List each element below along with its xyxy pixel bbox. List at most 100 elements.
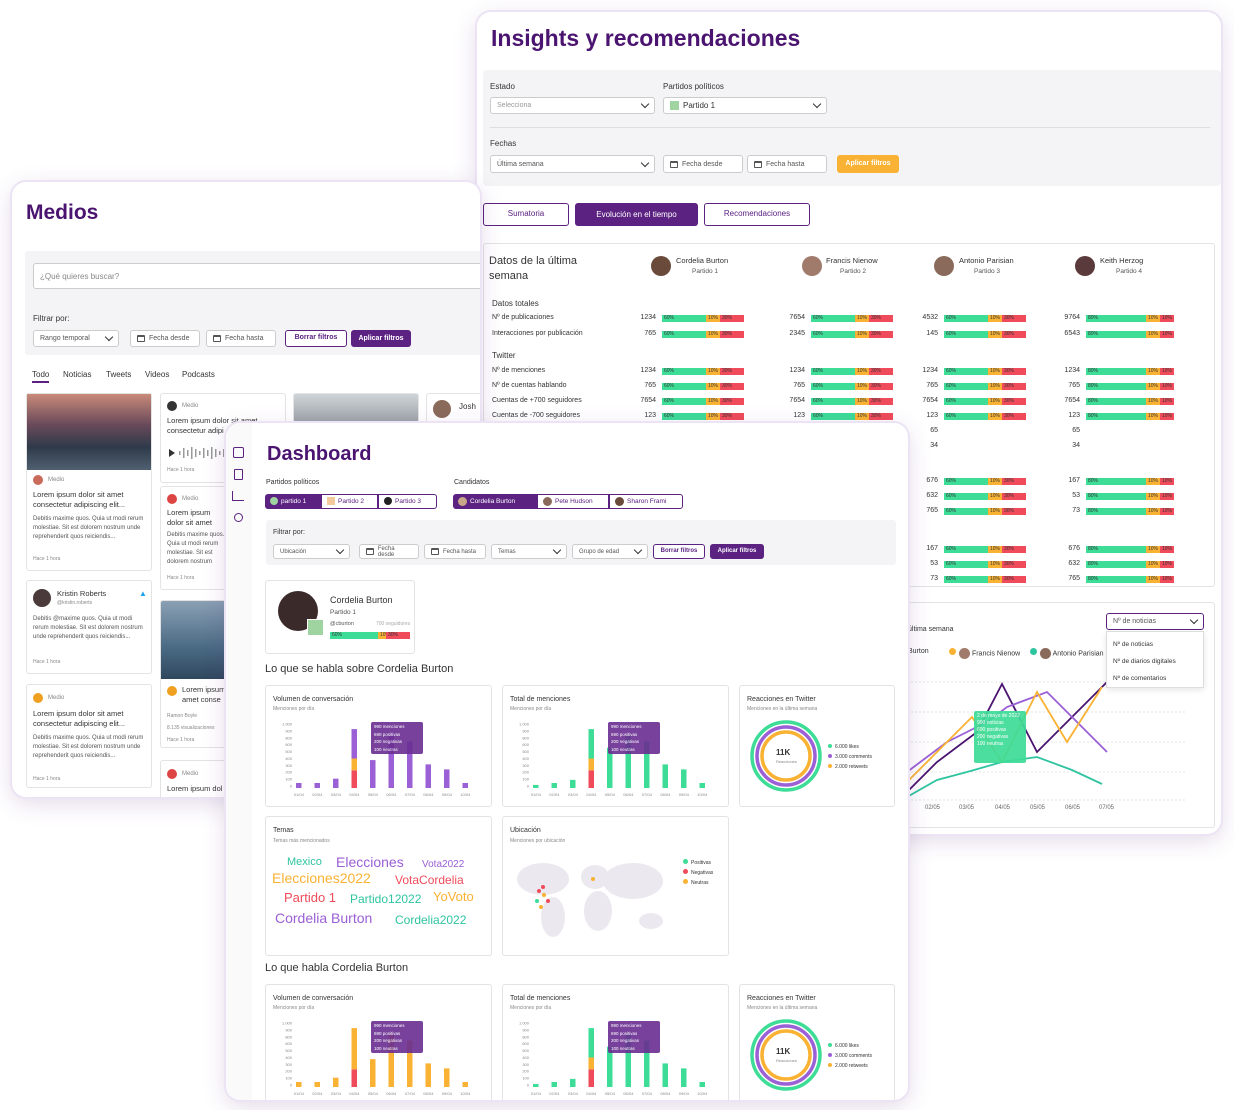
borrar-filtros-button[interactable]: Borrar filtros	[653, 544, 705, 559]
dropdown-option[interactable]: Nº de noticias	[1113, 641, 1153, 648]
bar[interactable]	[662, 1063, 669, 1087]
estado-select[interactable]: Selecciona	[490, 97, 655, 114]
bar[interactable]	[296, 1082, 302, 1087]
bar[interactable]	[625, 1034, 632, 1087]
partido-chip-2[interactable]: Partido 2	[321, 494, 378, 509]
profile-card[interactable]: Cordelia Burton Partido 1 @cburton 700 s…	[265, 580, 415, 654]
bar[interactable]	[444, 769, 450, 788]
news-card[interactable]: Medio Lorem ipsum dol	[160, 760, 230, 797]
bar[interactable]	[570, 779, 576, 788]
fecha-desde-input[interactable]: Fecha desde	[663, 155, 743, 173]
news-card[interactable]	[293, 393, 419, 423]
periodo-select[interactable]: Última semana	[490, 155, 655, 173]
bar[interactable]	[625, 735, 632, 788]
bar[interactable]	[333, 778, 339, 788]
aplicar-filtros-button[interactable]: Aplicar filtros	[710, 544, 764, 559]
tweet-card[interactable]: Kristin Roberts @kristin.roberts ▲ Debit…	[26, 580, 152, 674]
tab-videos[interactable]: Videos	[145, 370, 170, 379]
bar[interactable]	[370, 760, 376, 788]
bar[interactable]	[588, 1028, 595, 1058]
bar[interactable]	[425, 1063, 432, 1087]
search-input[interactable]: ¿Qué quieres buscar?	[33, 263, 480, 289]
play-icon[interactable]	[169, 449, 175, 457]
bar[interactable]	[588, 770, 595, 788]
bar[interactable]	[333, 1077, 339, 1087]
bar[interactable]	[588, 1057, 595, 1070]
bar[interactable]	[407, 741, 413, 789]
ubicacion-select[interactable]: Ubicación	[273, 544, 350, 559]
bar-segment: 80%	[1086, 561, 1146, 568]
bar[interactable]	[533, 1083, 539, 1087]
bar[interactable]	[388, 735, 395, 788]
video-card[interactable]: Lorem ipsum amet conse Ramon Boyle 8.135…	[160, 600, 230, 748]
bar[interactable]	[699, 1082, 706, 1087]
tab-sumatoria[interactable]: Sumatoria	[483, 203, 569, 226]
bar[interactable]	[551, 783, 558, 788]
bar[interactable]	[462, 783, 469, 788]
bar[interactable]	[351, 1028, 358, 1058]
bar[interactable]	[351, 758, 358, 771]
profile-card[interactable]: Josh	[426, 393, 480, 423]
bar[interactable]	[588, 729, 595, 759]
bar[interactable]	[351, 1057, 358, 1070]
partido-chip-1[interactable]: partido 1	[265, 494, 321, 509]
borrar-filtros-button[interactable]: Borrar filtros	[285, 330, 347, 347]
fecha-hasta-input[interactable]: Fecha hasta	[424, 544, 486, 559]
rango-select[interactable]: Rango temporal	[33, 330, 119, 347]
bar[interactable]	[533, 784, 539, 788]
bar[interactable]	[370, 1059, 376, 1087]
candidato-chip-2[interactable]: Pete Hudson	[537, 494, 609, 509]
bar[interactable]	[407, 1040, 413, 1088]
bar[interactable]	[699, 783, 706, 788]
bar[interactable]	[351, 729, 358, 759]
bar[interactable]	[296, 783, 302, 788]
bar[interactable]	[388, 1034, 395, 1087]
bar[interactable]	[570, 1078, 576, 1087]
candidato-chip-1[interactable]: Cordelia Burton	[453, 494, 537, 509]
bar[interactable]	[644, 741, 650, 789]
aplicar-filtros-button[interactable]: Aplicar filtros	[837, 155, 899, 173]
dashboard-nav-icon[interactable]	[233, 447, 244, 458]
grupo-edad-select[interactable]: Grupo de edad	[572, 544, 648, 559]
partido-select[interactable]: Partido 1	[663, 97, 827, 114]
tab-recomendaciones[interactable]: Recomendaciones	[704, 203, 810, 226]
bar[interactable]	[681, 1068, 687, 1087]
tab-todo[interactable]: Todo	[32, 370, 50, 383]
bar[interactable]	[444, 1068, 450, 1087]
bar[interactable]	[681, 769, 687, 788]
aplicar-filtros-button[interactable]: Aplicar filtros	[351, 330, 411, 347]
bar[interactable]	[588, 758, 595, 771]
fecha-hasta-input[interactable]: Fecha hasta	[747, 155, 827, 173]
bar[interactable]	[314, 1082, 321, 1087]
bar[interactable]	[662, 764, 669, 788]
bar[interactable]	[462, 1082, 469, 1087]
partido-chip-3[interactable]: Partido 3	[378, 494, 437, 509]
tab-noticias[interactable]: Noticias	[63, 370, 92, 379]
ring	[750, 1019, 822, 1091]
user-icon[interactable]	[234, 513, 243, 522]
bar[interactable]	[314, 783, 321, 788]
bar[interactable]	[644, 1040, 650, 1088]
news-card[interactable]: Medio Lorem ipsum dolor sit amet consect…	[26, 393, 152, 571]
temas-select[interactable]: Temas	[491, 544, 567, 559]
bar[interactable]	[351, 1069, 358, 1087]
chart-icon[interactable]	[232, 491, 244, 501]
bar[interactable]	[351, 770, 358, 788]
tab-podcasts[interactable]: Podcasts	[182, 370, 215, 379]
bar[interactable]	[551, 1082, 558, 1087]
bar[interactable]	[425, 764, 432, 788]
candidato-chip-3[interactable]: Sharon Frami	[609, 494, 683, 509]
news-card[interactable]: Medio Lorem ipsum dolor sit amet consect…	[26, 684, 152, 788]
bar[interactable]	[588, 1069, 595, 1087]
bar[interactable]	[607, 747, 613, 788]
fecha-desde-input[interactable]: Fecha desde	[359, 544, 419, 559]
bar[interactable]	[607, 1046, 613, 1087]
tab-evolucion[interactable]: Evolución en el tiempo	[575, 203, 698, 226]
dropdown-option[interactable]: Nº de diarios digitales	[1113, 658, 1176, 665]
tab-tweets[interactable]: Tweets	[106, 370, 132, 379]
metric-dropdown[interactable]: Nº de noticias	[1106, 613, 1204, 630]
fecha-desde-input[interactable]: Fecha desde	[130, 330, 200, 347]
fecha-hasta-input[interactable]: Fecha hasta	[206, 330, 276, 347]
dropdown-option[interactable]: Nº de comentarios	[1113, 675, 1167, 682]
search-doc-icon[interactable]	[234, 469, 243, 480]
